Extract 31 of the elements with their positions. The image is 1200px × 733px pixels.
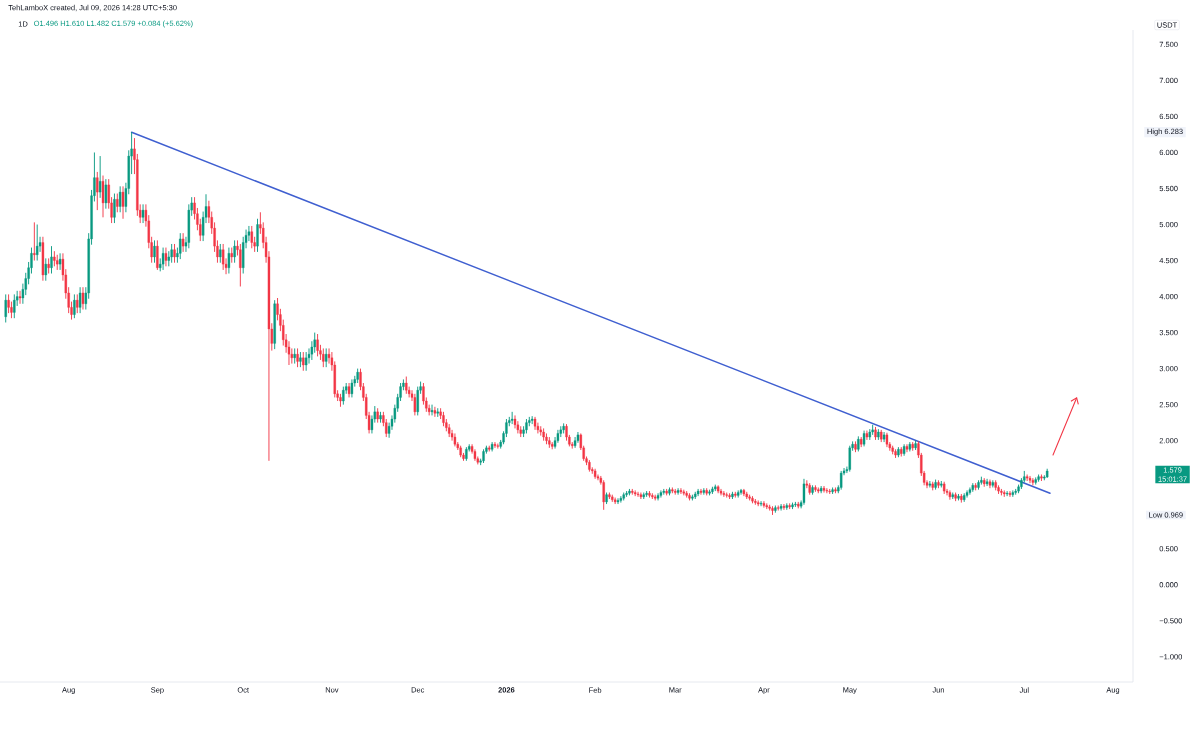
candlestick bbox=[839, 470, 843, 491]
candlestick bbox=[153, 239, 156, 264]
candlestick bbox=[513, 414, 517, 429]
candlestick bbox=[219, 243, 222, 264]
candlestick bbox=[350, 378, 354, 398]
candlestick bbox=[239, 243, 242, 287]
candlestick bbox=[250, 225, 253, 249]
candlestick bbox=[179, 232, 182, 260]
candlestick bbox=[848, 445, 851, 473]
candlestick bbox=[96, 171, 99, 211]
candlestick bbox=[619, 495, 623, 504]
candlestick bbox=[304, 351, 308, 372]
candlestick bbox=[316, 333, 319, 357]
candlestick bbox=[416, 386, 419, 416]
candlestick bbox=[965, 489, 969, 499]
candlestick bbox=[121, 185, 125, 220]
candlestick bbox=[4, 293, 7, 323]
candlestick bbox=[928, 480, 932, 488]
candlestick bbox=[170, 243, 173, 264]
candlestick bbox=[7, 293, 10, 314]
candlestick bbox=[44, 257, 47, 282]
candlestick bbox=[81, 286, 85, 310]
candlestick bbox=[602, 479, 605, 511]
candlestick bbox=[221, 243, 225, 271]
candlestick bbox=[141, 203, 145, 224]
candlestick bbox=[413, 393, 417, 416]
candlestick bbox=[302, 351, 305, 372]
candlestick bbox=[113, 193, 116, 224]
candlestick bbox=[968, 487, 972, 496]
candlestick bbox=[73, 293, 76, 319]
candlestick bbox=[36, 224, 39, 262]
